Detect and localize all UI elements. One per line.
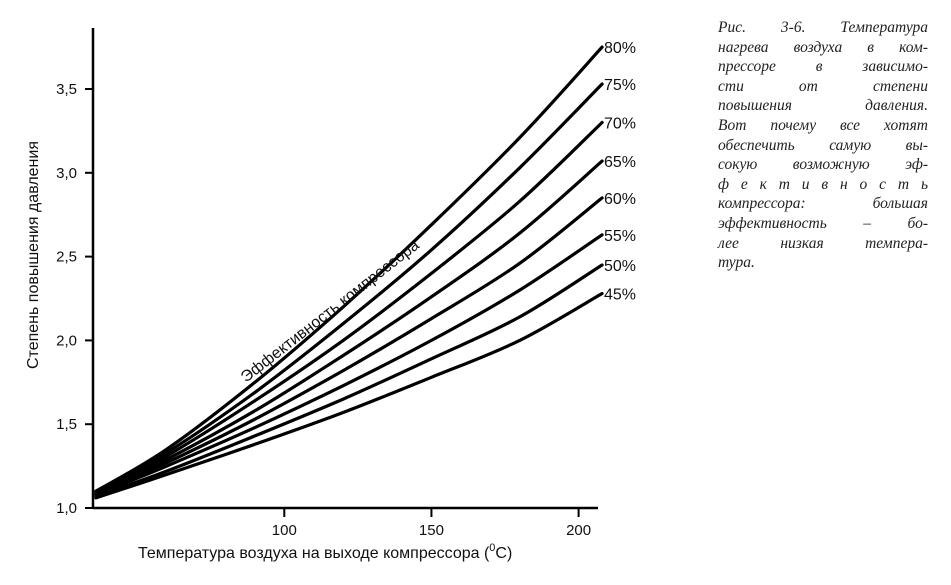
x-axis-title-unit: C) — [495, 545, 512, 562]
series-line-75pct — [94, 82, 604, 493]
caption-line: сокую возможную эф- — [718, 156, 928, 174]
y-tick-label: 2,0 — [56, 332, 77, 349]
series-line-70pct — [94, 120, 604, 495]
caption-line: ф е к т и в н о с т ь — [718, 175, 928, 193]
x-tick-label: 200 — [566, 522, 591, 539]
x-axis-title: Температура воздуха на выходе компрессор… — [138, 542, 512, 562]
series-label: 60% — [604, 191, 636, 208]
tick-group: 1,0 1,5 2,0 2,5 3,0 3,5 100 150 200 — [56, 81, 591, 539]
caption-line: повышения давления. — [718, 97, 928, 115]
y-tick-label: 1,5 — [56, 416, 77, 433]
x-axis-title-degree: 0 — [489, 542, 495, 554]
series-line-50pct — [94, 263, 604, 498]
caption-line: компрессора: большая — [718, 195, 928, 213]
caption-line: Вот почему все хотят — [718, 116, 928, 134]
caption-line: прессоре в зависимо- — [718, 58, 928, 76]
series-label: 45% — [604, 286, 636, 303]
series-line-65pct — [94, 159, 604, 495]
series-label: 80% — [604, 40, 636, 57]
series-curves — [94, 45, 604, 500]
series-label: 70% — [604, 116, 636, 133]
axes — [91, 28, 598, 510]
series-line-60pct — [94, 196, 604, 497]
series-line-45pct — [94, 291, 604, 500]
y-tick-label: 1,0 — [56, 500, 77, 517]
caption-line: лее низкая темпера- — [718, 234, 928, 252]
caption-line: обеспечить самую вы- — [718, 136, 928, 154]
caption-line: эффективность – бо- — [718, 214, 928, 232]
y-tick-label: 3,0 — [56, 165, 77, 182]
caption-line: тура. — [718, 254, 755, 272]
caption-line: нагрева воздуха в ком- — [718, 38, 928, 56]
caption-line: сти от степени — [718, 77, 928, 95]
series-label: 65% — [604, 154, 636, 171]
series-line-80pct — [94, 45, 604, 493]
x-axis-title-main: Температура воздуха на выходе компрессор… — [138, 545, 490, 562]
x-tick-label: 100 — [272, 522, 297, 539]
series-line-55pct — [94, 233, 604, 497]
x-tick-label: 150 — [419, 522, 444, 539]
y-tick-label: 2,5 — [56, 249, 77, 266]
figure-caption: Рис. 3-6. Температура нагрева воздуха в к… — [718, 18, 928, 273]
series-label: 55% — [604, 228, 636, 245]
series-labels: 80% 75% 70% 65% 60% 55% 50% 45% — [604, 40, 636, 303]
y-axis-title: Степень повышения давления — [25, 141, 42, 369]
y-tick-label: 3,5 — [56, 81, 77, 98]
chart: 1,0 1,5 2,0 2,5 3,0 3,5 100 150 200 80% 75% 70% 65%… — [25, 28, 636, 562]
caption-line: Рис. 3-6. Температура — [718, 19, 928, 36]
series-label: 50% — [604, 258, 636, 275]
series-label: 75% — [604, 77, 636, 94]
